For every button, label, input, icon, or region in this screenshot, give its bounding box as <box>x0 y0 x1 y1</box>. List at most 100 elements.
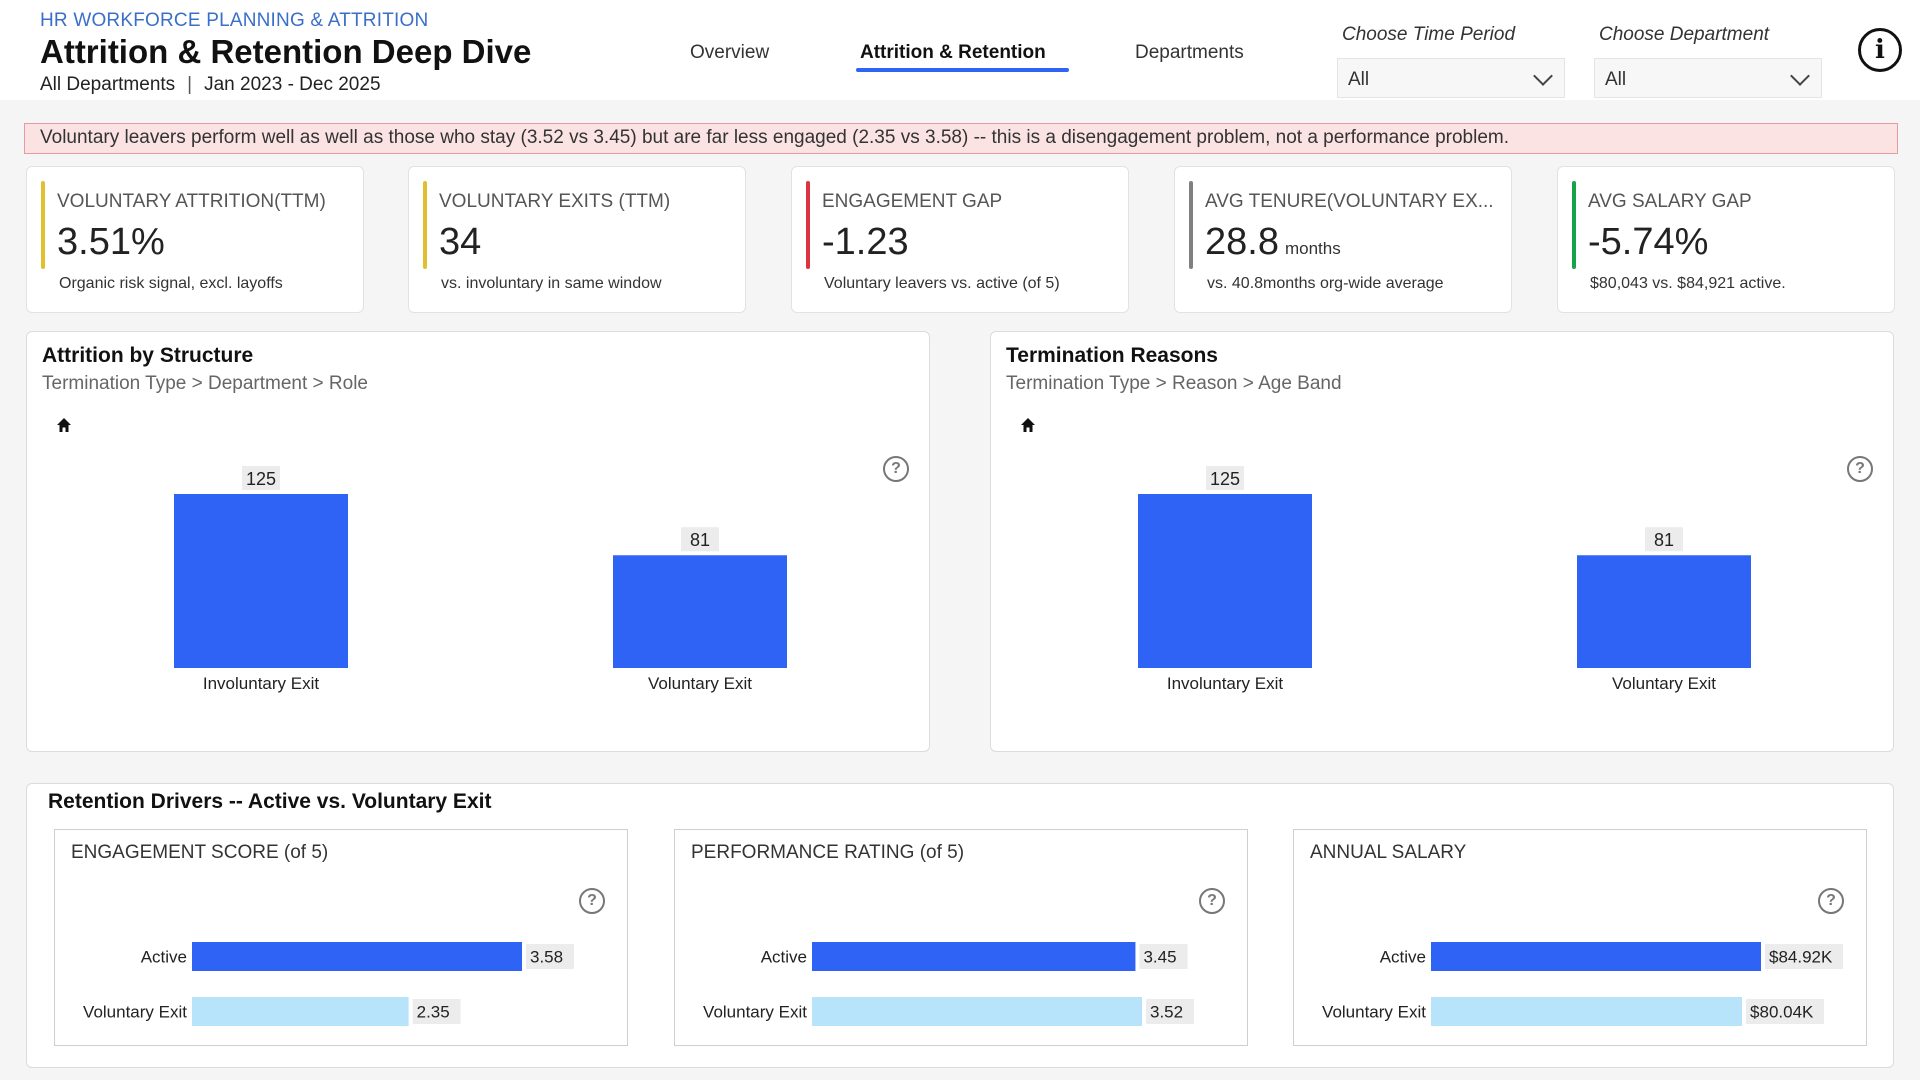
kpi-accent-bar <box>41 181 45 269</box>
kpi-value: 28.8 months <box>1205 221 1341 264</box>
help-icon[interactable]: ? <box>883 456 909 482</box>
data-label-bg <box>1146 999 1194 1024</box>
subtitle-separator: | <box>187 74 193 95</box>
kpi-title: VOLUNTARY ATTRITION(TTM) <box>57 191 326 212</box>
kpi-note: vs. involuntary in same window <box>441 275 662 292</box>
kpi-value: 3.51% <box>57 221 165 264</box>
kpi-number: 28.8 <box>1205 221 1279 263</box>
kpi-title: VOLUNTARY EXITS (TTM) <box>439 191 671 212</box>
kpi-number: -5.74% <box>1588 221 1709 263</box>
department-dropdown[interactable]: All <box>1594 58 1822 98</box>
kpi-card-voluntary-exits: VOLUNTARY EXITS (TTM) 34 vs. involuntary… <box>408 166 746 313</box>
category-label: Active <box>141 948 187 967</box>
bar <box>812 942 1136 971</box>
hbar-chart-engagement: Active 3.58 Voluntary Exit 2.35 <box>83 942 574 1026</box>
tab-departments[interactable]: Departments <box>1135 42 1244 63</box>
data-label: $80.04K <box>1750 1003 1814 1022</box>
kpi-number: 34 <box>439 221 482 263</box>
category-label: Voluntary Exit <box>1322 1003 1426 1022</box>
kpi-accent-bar <box>423 181 427 269</box>
kpi-number: 3.51% <box>57 221 165 263</box>
scope-label: All Departments <box>40 74 176 95</box>
bar <box>192 997 409 1026</box>
department-label: Choose Department <box>1599 24 1770 45</box>
info-icon[interactable]: i <box>1858 28 1902 72</box>
kpi-title: ENGAGEMENT GAP <box>822 191 1003 212</box>
performance-rating-panel: PERFORMANCE RATING (of 5) ? Active 3.45 Vo… <box>674 829 1248 1046</box>
kpi-unit: months <box>1284 239 1341 258</box>
kpi-number: -1.23 <box>822 221 909 263</box>
hbar-chart-salary: Active $84.92K Voluntary Exit $80.04K <box>1322 942 1843 1026</box>
category-label: Voluntary Exit <box>1612 674 1716 693</box>
help-icon[interactable]: ? <box>579 888 605 914</box>
termination-reasons-panel: Termination Reasons Termination Type > R… <box>990 331 1894 752</box>
subpanel-title: ENGAGEMENT SCORE (of 5) <box>71 842 329 863</box>
data-label: $84.92K <box>1769 948 1833 967</box>
bar <box>1431 942 1761 971</box>
bar <box>812 997 1142 1026</box>
report-eyebrow: HR WORKFORCE PLANNING & ATTRITION <box>40 10 429 31</box>
data-label-bg <box>1645 527 1683 552</box>
time-period-value: All <box>1348 69 1370 90</box>
insight-banner: Voluntary leavers perform well as well a… <box>24 123 1898 154</box>
panel-title: Attrition by Structure <box>42 344 254 367</box>
category-label: Involuntary Exit <box>1167 674 1283 693</box>
department-value: All <box>1605 69 1627 90</box>
data-label: 2.35 <box>417 1003 450 1022</box>
data-label-bg <box>1139 944 1188 969</box>
help-icon[interactable]: ? <box>1847 456 1873 482</box>
data-label: 125 <box>1210 469 1240 489</box>
annual-salary-panel: ANNUAL SALARY ? Active $84.92K Voluntary E… <box>1293 829 1867 1046</box>
kpi-card-avg-tenure: AVG TENURE(VOLUNTARY EX... 28.8 months vs… <box>1174 166 1512 313</box>
kpi-value: 34 <box>439 221 481 264</box>
time-period-dropdown[interactable]: All <box>1337 58 1565 98</box>
kpi-title: AVG TENURE(VOLUNTARY EX... <box>1205 191 1494 212</box>
data-label-bg <box>1206 466 1244 490</box>
bar-chart-reasons: 125 Involuntary Exit 81 Voluntary Exit <box>1138 466 1751 693</box>
bar <box>192 942 522 971</box>
data-label-bg <box>1746 999 1825 1024</box>
hbar-chart-performance: Active 3.45 Voluntary Exit 3.52 <box>703 942 1194 1026</box>
time-period-label: Choose Time Period <box>1342 24 1516 45</box>
home-icon[interactable] <box>55 416 73 434</box>
page-subtitle: All Departments | Jan 2023 - Dec 2025 <box>40 74 381 96</box>
help-icon[interactable]: ? <box>1818 888 1844 914</box>
bar <box>1577 555 1751 668</box>
data-label: 3.45 <box>1143 948 1176 967</box>
data-label-bg <box>526 944 574 969</box>
category-label: Active <box>761 948 807 967</box>
kpi-note: $80,043 vs. $84,921 active. <box>1590 275 1786 292</box>
chevron-down-icon <box>1790 66 1810 86</box>
tab-attrition-retention[interactable]: Attrition & Retention <box>860 42 1046 63</box>
kpi-note: Voluntary leavers vs. active (of 5) <box>824 275 1060 292</box>
bar-chart-structure: 125 Involuntary Exit 81 Voluntary Exit <box>174 466 787 693</box>
data-label-bg <box>1765 944 1843 969</box>
kpi-accent-bar <box>1189 181 1193 269</box>
category-label: Voluntary Exit <box>703 1003 807 1022</box>
data-label-bg <box>242 466 280 490</box>
data-label: 3.52 <box>1150 1003 1183 1022</box>
attrition-by-structure-panel: Attrition by Structure Termination Type … <box>26 331 930 752</box>
kpi-value: -5.74% <box>1588 221 1708 264</box>
data-label: 3.58 <box>530 948 563 967</box>
report-header: HR WORKFORCE PLANNING & ATTRITION Attrit… <box>0 0 1920 100</box>
subpanel-title: ANNUAL SALARY <box>1310 842 1467 863</box>
subpanel-title: PERFORMANCE RATING (of 5) <box>691 842 965 863</box>
data-label-bg <box>412 999 461 1024</box>
category-label: Voluntary Exit <box>83 1003 187 1022</box>
home-icon[interactable] <box>1019 416 1037 434</box>
data-label-bg <box>681 527 719 552</box>
bar <box>613 555 787 668</box>
kpi-title: AVG SALARY GAP <box>1588 191 1752 212</box>
help-icon[interactable]: ? <box>1199 888 1225 914</box>
bar <box>1138 494 1312 668</box>
data-label: 125 <box>246 469 276 489</box>
bar <box>1431 997 1743 1026</box>
tab-overview[interactable]: Overview <box>690 42 770 63</box>
kpi-accent-bar <box>806 181 810 269</box>
kpi-note: vs. 40.8months org-wide average <box>1207 275 1444 292</box>
active-tab-indicator <box>856 68 1069 72</box>
kpi-note: Organic risk signal, excl. layoffs <box>59 275 283 292</box>
data-label: 81 <box>690 530 710 550</box>
page-title: Attrition & Retention Deep Dive <box>40 33 532 70</box>
